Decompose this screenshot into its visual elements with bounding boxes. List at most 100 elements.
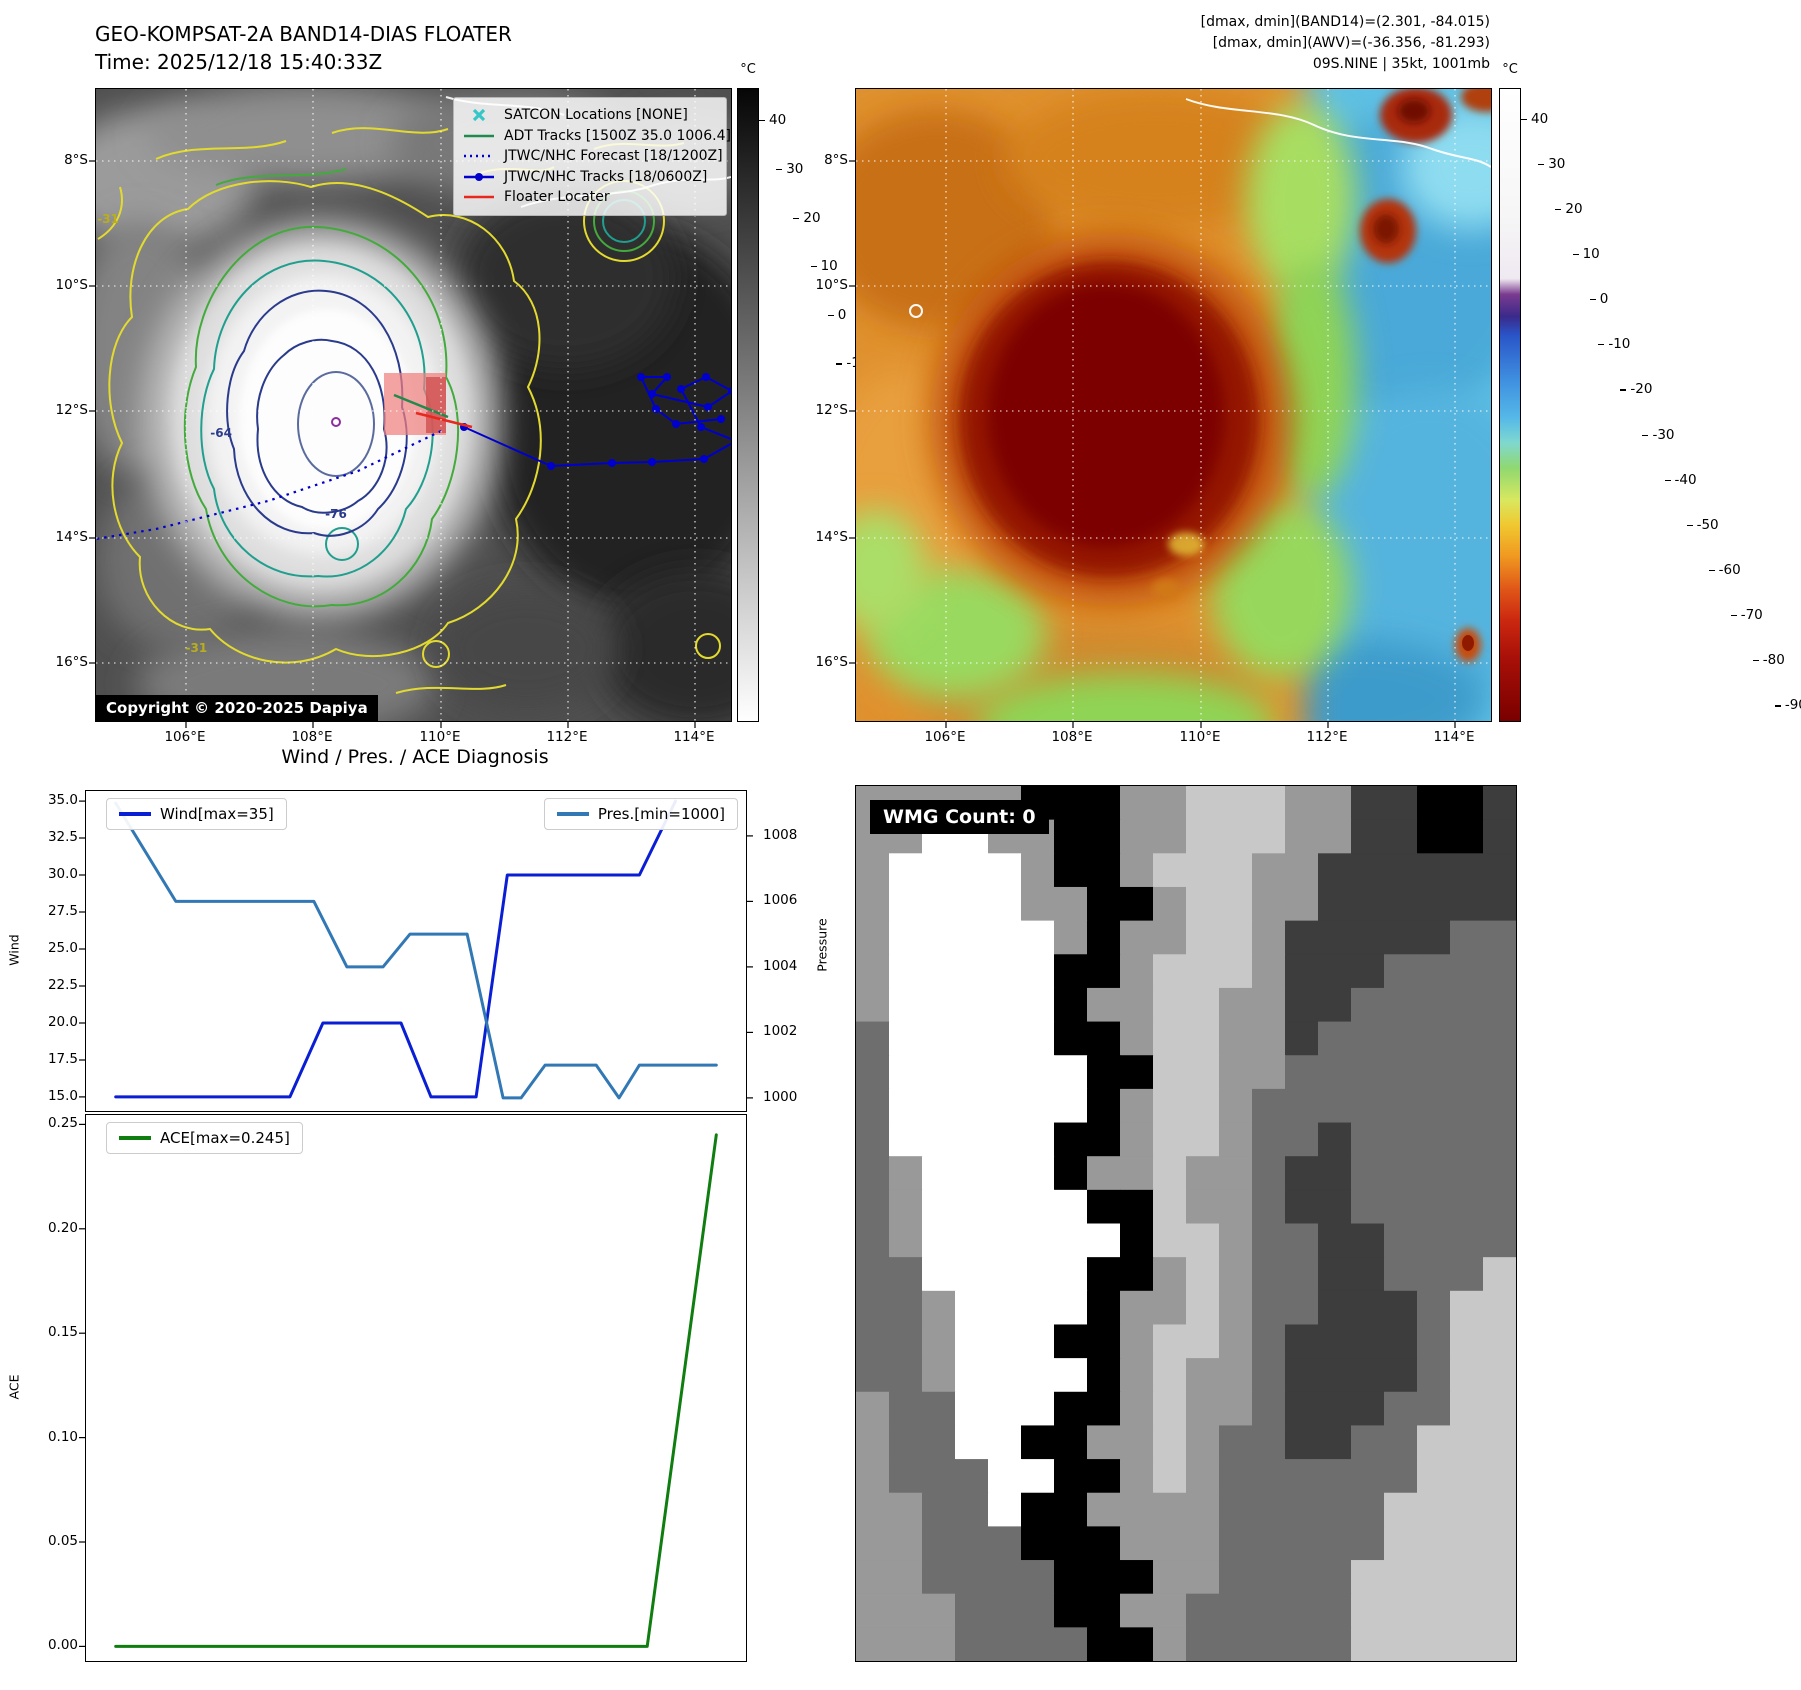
axis-tick-label: 30	[1548, 155, 1566, 172]
wmg-panel: WMG Count: 0	[855, 785, 1517, 1662]
diagnosis-title: Wind / Pres. / ACE Diagnosis	[281, 746, 549, 768]
pressure-axis-ticks: 1008 1006 1004 1002 1000	[753, 790, 813, 1110]
wind-pressure-chart: Wind[max=35] Pres.[min=1000]	[79, 790, 753, 1112]
axis-tick-label: 10	[1582, 246, 1600, 262]
axis-tick-label: 10	[820, 258, 838, 275]
axis-tick-label: -50	[1696, 516, 1719, 533]
band14-title: GEO-KOMPSAT-2A BAND14-DIAS FLOATER	[95, 22, 512, 46]
axis-tick-label: 108°E	[291, 729, 333, 745]
legend-item-satcon: SATCON Locations [NONE]	[462, 105, 718, 126]
awv-cold-core	[931, 234, 1291, 604]
axis-tick-label: 0.15	[47, 1324, 78, 1341]
axis-tick-label: 30	[786, 160, 804, 177]
axis-tick-label: 40	[769, 112, 787, 129]
axis-tick-label: 1006	[763, 892, 798, 909]
axis-tick-label: 8°S	[824, 151, 848, 168]
awv-lat-ticks: 8°S 10°S 12°S 14°S 16°S	[788, 88, 849, 720]
axis-tick-label: 112°E	[1306, 729, 1348, 745]
band14-map: SATCON Locations [NONE] ADT Tracks [1500…	[89, 88, 732, 728]
axis-tick-label: 10°S	[815, 276, 849, 293]
legend-item-forecast: JTWC/NHC Forecast [18/1200Z]	[464, 148, 723, 165]
band14-time: Time: 2025/12/18 15:40:33Z	[95, 50, 383, 74]
awv-map	[849, 88, 1492, 728]
axis-tick-label: 20.0	[47, 1013, 78, 1030]
axis-tick-label: 0	[1599, 291, 1609, 308]
awv-satellite-image	[849, 89, 1491, 728]
wmg-segmentation-image	[856, 786, 1516, 1661]
pressure-line-swatch	[556, 812, 589, 816]
awv-colorbar-ticks: 40 30 20 10 0 -10 -20 -30 -40 -50 -60 -70 -80 -90	[1521, 88, 1801, 720]
storm-id-intensity: 09S.NINE | 35kt, 1001mb	[1312, 56, 1490, 72]
awv-colorbar-gradient	[1500, 89, 1520, 721]
axis-tick-label: 1008	[763, 826, 798, 843]
contour-label: -31	[185, 641, 208, 656]
axis-tick-label: 30.0	[47, 866, 78, 883]
axis-tick-label: 22.5	[47, 976, 78, 993]
axis-tick-label: 0.10	[47, 1428, 78, 1445]
axis-tick-label: 110°E	[419, 729, 461, 745]
axis-tick-label: 106°E	[924, 729, 966, 745]
axis-tick-label: 35.0	[47, 792, 78, 809]
axis-tick-label: 16°S	[815, 653, 849, 670]
floater-track	[415, 411, 473, 429]
axis-tick-label: -70	[1740, 607, 1763, 624]
axis-tick-label: -10	[1608, 336, 1631, 353]
axis-tick-label: 27.5	[47, 903, 78, 920]
ace-axis-ticks: 0.25 0.20 0.15 0.10 0.05 0.00	[18, 1114, 78, 1660]
axis-tick-label: 20	[803, 209, 821, 226]
axis-tick-label: -30	[1652, 426, 1675, 443]
axis-tick-label: 12°S	[55, 402, 89, 418]
contour-label: -76	[325, 506, 347, 521]
axis-tick-label: 1000	[763, 1088, 798, 1105]
axis-tick-label: 1004	[763, 957, 798, 974]
floater-region-inner	[426, 377, 446, 433]
wind-line-swatch	[119, 812, 151, 816]
axis-tick-label: 106°E	[164, 729, 206, 745]
ace-chart: ACE[max=0.245]	[79, 1114, 747, 1662]
legend-item-tracks: JTWC/NHC Tracks [18/0600Z]	[462, 167, 718, 188]
axis-tick-label: 0.05	[47, 1532, 78, 1549]
ir-cold-cloud	[143, 221, 499, 617]
dmax-dmin-awv: [dmax, dmin](AWV)=(-36.356, -81.293)	[1212, 35, 1490, 51]
band14-legend: SATCON Locations [NONE] ADT Tracks [1500…	[453, 97, 731, 216]
awv-colorbar-unit: °C	[1502, 62, 1518, 77]
axis-tick-label: -20	[1630, 381, 1653, 398]
latlon-grid	[856, 89, 1491, 721]
band14-colorbar-unit: °C	[740, 62, 756, 77]
band14-lon-ticks: 106°E 108°E 110°E 112°E 114°E	[95, 721, 730, 751]
contour-label: -31	[97, 212, 119, 227]
awv-info: [dmax, dmin](BAND14)=(2.301, -84.015) [d…	[1201, 12, 1490, 75]
satcon-x-icon	[472, 109, 486, 122]
axis-tick-label: -60	[1718, 562, 1741, 578]
axis-tick-label: 14°S	[55, 528, 89, 545]
band14-lat-ticks: 8°S 10°S 12°S 14°S 16°S	[28, 88, 89, 720]
axis-tick-label: 114°E	[673, 729, 715, 745]
wind-axis-label: Wind	[6, 934, 22, 966]
ace-legend: ACE[max=0.245]	[106, 1122, 303, 1154]
ace-line-swatch	[119, 1136, 151, 1140]
axis-tick-label: 0	[837, 306, 847, 323]
axis-tick-label: 17.5	[47, 1050, 78, 1067]
band14-colorbar	[737, 88, 759, 722]
axis-tick-label: -40	[1674, 471, 1697, 488]
axis-tick-label: 10°S	[55, 276, 89, 293]
jtwc-track-points	[460, 373, 731, 470]
legend-item-floater: Floater Locater	[464, 189, 610, 206]
axis-tick-label: 32.5	[47, 829, 78, 846]
axis-tick-marks	[849, 160, 1456, 728]
axis-tick-label: 108°E	[1051, 729, 1093, 745]
axis-tick-label: 40	[1531, 110, 1549, 127]
axis-tick-label: 112°E	[546, 729, 588, 745]
axis-tick-label: 25.0	[47, 940, 78, 956]
jtwc-forecast-track	[96, 430, 442, 541]
pressure-legend: Pres.[min=1000]	[543, 798, 738, 830]
band14-colorbar-gradient	[738, 89, 758, 721]
axis-tick-label: 0.25	[47, 1115, 78, 1132]
contour-label: -64	[210, 426, 232, 441]
axis-tick-label: 1002	[763, 1023, 798, 1040]
axis-tick-label: 15.0	[47, 1087, 78, 1104]
axis-tick-label: 14°S	[815, 528, 849, 545]
coastline	[909, 98, 1491, 318]
awv-colorbar	[1499, 88, 1521, 722]
